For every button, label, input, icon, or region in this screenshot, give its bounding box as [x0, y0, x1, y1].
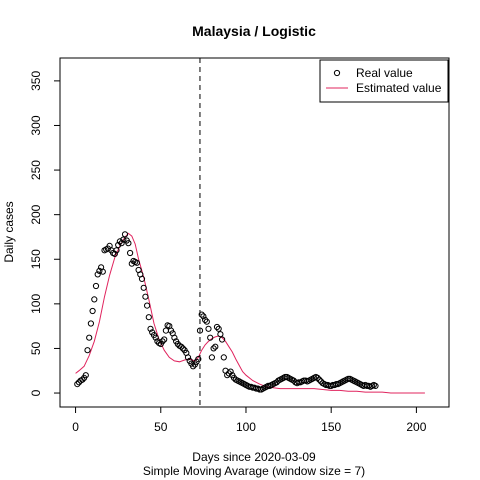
data-point-real: [82, 372, 89, 379]
data-point-real: [210, 345, 217, 352]
data-point-real: [87, 320, 95, 327]
data-point-real: [113, 247, 120, 254]
data-point-real: [144, 302, 151, 309]
x-tick-label: 0: [72, 420, 79, 434]
series-line-estimated: [75, 232, 425, 394]
data-point-real: [118, 240, 125, 247]
legend: Real value Estimated value: [319, 59, 449, 103]
data-point-real: [89, 307, 96, 315]
legend-marker-real: [333, 69, 341, 77]
data-point-real: [219, 336, 226, 343]
data-point-real: [178, 343, 185, 350]
data-point-real: [84, 347, 91, 354]
y-tick-label: 50: [29, 341, 43, 355]
data-point-real: [198, 311, 205, 318]
y-tick-label: 150: [29, 249, 43, 269]
data-point-real: [127, 249, 134, 257]
plot-frame: [59, 57, 450, 408]
data-point-real: [96, 267, 103, 274]
x-axis: 0 50 100 150 200: [72, 406, 427, 434]
data-point-real: [215, 325, 222, 332]
y-tick-label: 200: [29, 204, 43, 224]
data-point-real: [213, 323, 221, 331]
data-point-real: [125, 240, 132, 247]
chart-subtitle: Simple Moving Avarage (window size = 7): [143, 464, 365, 478]
data-point-real: [74, 381, 81, 388]
data-point-real: [203, 318, 210, 325]
data-point-real: [314, 374, 321, 381]
data-point-real: [140, 284, 147, 291]
chart-title: Malaysia / Logistic: [192, 23, 316, 39]
data-point-real: [147, 325, 154, 332]
legend-label-real: Real value: [356, 66, 413, 80]
x-axis-label: Days since 2020-03-09: [192, 450, 316, 464]
data-point-real: [200, 313, 207, 320]
data-point-real: [116, 238, 124, 245]
x-tick-label: 50: [154, 420, 168, 434]
data-point-real: [120, 236, 127, 243]
data-point-real: [212, 343, 219, 350]
data-point-real: [208, 354, 215, 361]
y-axis: 0 50 100 150 200 250 300 350: [29, 71, 61, 396]
legend-box: [319, 59, 449, 103]
data-point-real: [227, 368, 234, 375]
data-point-real: [138, 275, 146, 282]
data-point-real: [205, 325, 212, 332]
data-point-real: [159, 338, 166, 345]
y-tick-label: 300: [29, 115, 43, 135]
y-tick-label: 350: [29, 71, 43, 91]
data-point-real: [92, 282, 100, 290]
y-tick-label: 250: [29, 160, 43, 180]
data-point-real: [171, 334, 178, 341]
data-point-real: [111, 250, 118, 257]
data-point-real: [190, 363, 197, 370]
data-point-real: [217, 331, 224, 338]
y-axis-label: Daily cases: [2, 201, 16, 262]
data-point-real: [202, 316, 209, 323]
legend-label-estimated: Estimated value: [356, 81, 442, 95]
data-point-real: [372, 382, 379, 389]
data-point-real: [162, 327, 169, 334]
x-tick-label: 150: [321, 420, 341, 434]
plot-area: [74, 58, 425, 407]
data-point-real: [207, 334, 214, 341]
data-point-real: [79, 376, 86, 383]
data-point-real: [121, 231, 129, 238]
data-point-real: [145, 314, 152, 321]
data-point-real: [142, 293, 149, 300]
data-point-real: [161, 336, 168, 343]
data-point-real: [220, 354, 227, 361]
data-point-real: [133, 259, 140, 266]
data-point-real: [316, 376, 323, 383]
x-tick-label: 200: [406, 420, 426, 434]
x-tick-label: 100: [236, 420, 256, 434]
data-point-real: [195, 356, 202, 363]
data-point-real: [94, 271, 101, 278]
data-point-real: [99, 268, 106, 275]
data-point-real: [225, 370, 232, 377]
data-point-real: [152, 334, 159, 341]
data-point-real: [91, 296, 98, 303]
y-tick-label: 0: [29, 389, 43, 396]
data-point-real: [184, 354, 192, 361]
y-tick-label: 100: [29, 294, 43, 314]
data-point-real: [86, 334, 93, 341]
data-point-real: [115, 241, 122, 249]
data-point-real: [179, 345, 186, 352]
